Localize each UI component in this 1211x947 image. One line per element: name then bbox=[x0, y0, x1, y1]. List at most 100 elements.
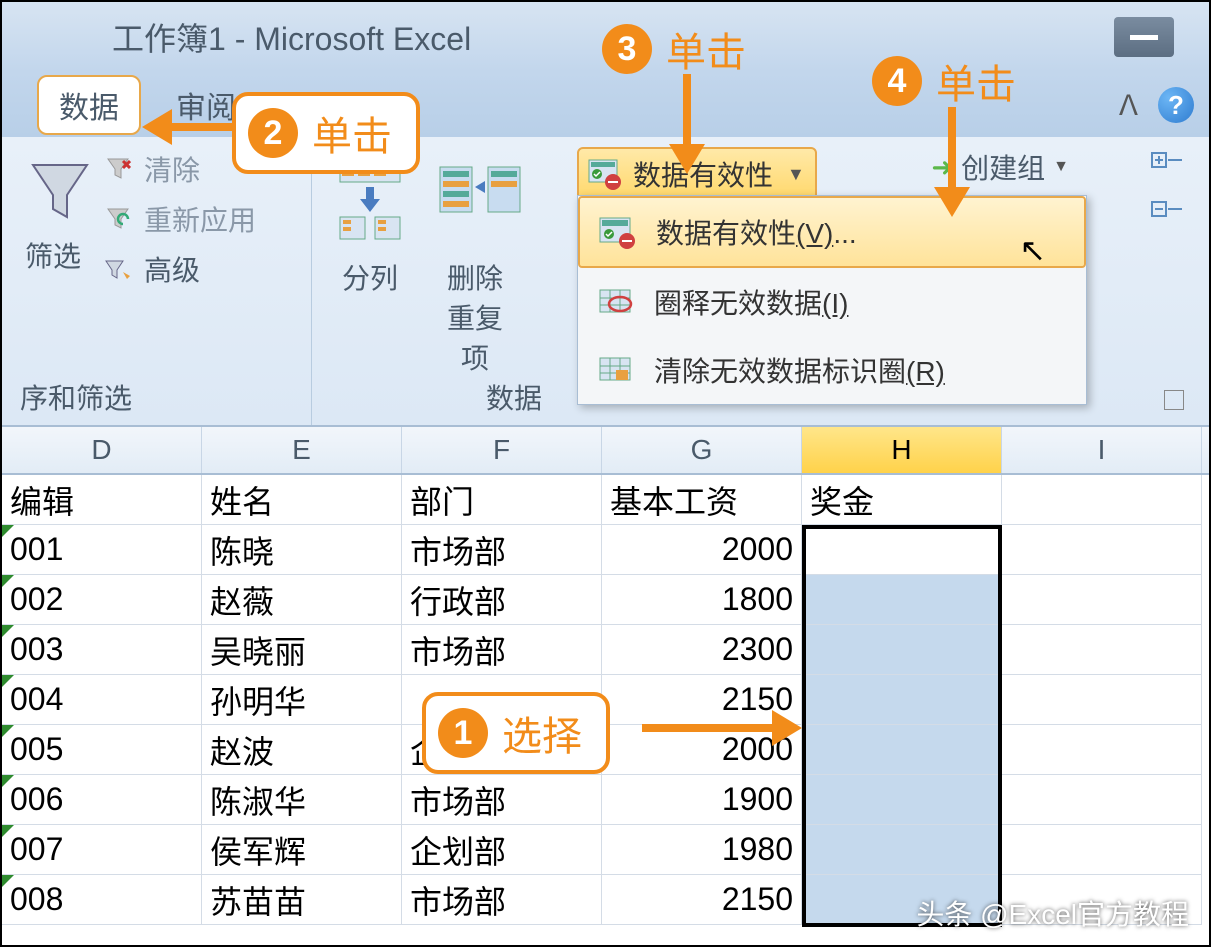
advanced-filter-button[interactable]: 高级 bbox=[102, 249, 256, 289]
table-row: 006陈淑华市场部1900 bbox=[2, 775, 1209, 825]
cell[interactable]: 陈晓 bbox=[202, 525, 402, 575]
cell[interactable]: 1900 bbox=[602, 775, 802, 825]
group-label-sort-filter: 序和筛选 bbox=[2, 377, 311, 417]
col-header-D[interactable]: D bbox=[2, 427, 202, 473]
tab-data[interactable]: 数据 bbox=[37, 75, 141, 135]
cell[interactable]: 编辑 bbox=[2, 475, 202, 525]
callout-2: 2 单击 bbox=[232, 92, 420, 174]
table-row: 002赵薇行政部1800 bbox=[2, 575, 1209, 625]
cell[interactable]: 奖金 bbox=[802, 475, 1002, 525]
cell[interactable]: 陈淑华 bbox=[202, 775, 402, 825]
cell[interactable] bbox=[1002, 475, 1202, 525]
callout-4: 4 单击 bbox=[872, 52, 1016, 110]
remove-duplicates-icon bbox=[435, 157, 515, 247]
cell[interactable]: 004 bbox=[2, 675, 202, 725]
clear-icon bbox=[102, 156, 134, 182]
cell[interactable]: 市场部 bbox=[402, 875, 602, 925]
cell[interactable] bbox=[1002, 775, 1202, 825]
cell[interactable]: 003 bbox=[2, 625, 202, 675]
reapply-filter-button[interactable]: 重新应用 bbox=[102, 199, 256, 239]
col-header-F[interactable]: F bbox=[402, 427, 602, 473]
col-header-I[interactable]: I bbox=[1002, 427, 1202, 473]
minimize-ribbon-icon[interactable]: ᐱ bbox=[1119, 89, 1138, 122]
dropdown-caret-icon: ▼ bbox=[1053, 158, 1069, 176]
window-title: 工作簿1 - Microsoft Excel bbox=[112, 14, 471, 60]
table-header-row: 编辑 姓名 部门 基本工资 奖金 bbox=[2, 475, 1209, 525]
cell[interactable] bbox=[802, 675, 1002, 725]
cursor-icon: ↖ bbox=[1019, 231, 1046, 269]
dropdown-item-circle-invalid[interactable]: 圈释无效数据(I) bbox=[578, 268, 1086, 336]
dropdown-item-label: 清除无效数据标识圈(R) bbox=[654, 350, 945, 390]
cell[interactable] bbox=[802, 775, 1002, 825]
group-sort-filter: 筛选 清除 重新应用 高级 序和筛选 bbox=[2, 137, 312, 425]
column-headers: D E F G H I bbox=[2, 427, 1209, 475]
filter-icon[interactable] bbox=[25, 157, 95, 227]
minimize-button[interactable] bbox=[1114, 17, 1174, 57]
show-detail-icon[interactable] bbox=[1150, 149, 1184, 180]
cell[interactable]: 吴晓丽 bbox=[202, 625, 402, 675]
cell[interactable]: 007 bbox=[2, 825, 202, 875]
cell[interactable] bbox=[802, 725, 1002, 775]
cell[interactable]: 基本工资 bbox=[602, 475, 802, 525]
clear-circles-icon bbox=[596, 352, 636, 388]
table-row: 003吴晓丽市场部2300 bbox=[2, 625, 1209, 675]
cell[interactable]: 006 bbox=[2, 775, 202, 825]
cell[interactable] bbox=[1002, 625, 1202, 675]
cell[interactable] bbox=[1002, 675, 1202, 725]
col-header-H[interactable]: H bbox=[802, 427, 1002, 473]
cell[interactable]: 005 bbox=[2, 725, 202, 775]
cell[interactable]: 赵薇 bbox=[202, 575, 402, 625]
cell[interactable]: 企划部 bbox=[402, 825, 602, 875]
callout-1: 1 选择 bbox=[422, 692, 610, 774]
help-area: ᐱ ? bbox=[1119, 87, 1194, 123]
dropdown-item-clear-circles[interactable]: 清除无效数据标识圈(R) bbox=[578, 336, 1086, 404]
cell[interactable]: 001 bbox=[2, 525, 202, 575]
table-row: 001陈晓市场部2000 bbox=[2, 525, 1209, 575]
cell[interactable]: 孙明华 bbox=[202, 675, 402, 725]
dropdown-item-label: 数据有效性(V)... bbox=[656, 212, 857, 252]
cell[interactable]: 部门 bbox=[402, 475, 602, 525]
cell[interactable] bbox=[802, 825, 1002, 875]
cell[interactable]: 2300 bbox=[602, 625, 802, 675]
ribbon-body: 筛选 清除 重新应用 高级 序和筛选 bbox=[2, 137, 1209, 427]
cell[interactable] bbox=[1002, 575, 1202, 625]
cell[interactable]: 1980 bbox=[602, 825, 802, 875]
cell[interactable]: 008 bbox=[2, 875, 202, 925]
cell[interactable] bbox=[802, 625, 1002, 675]
dropdown-item-label: 圈释无效数据(I) bbox=[654, 282, 848, 322]
text-to-columns-button[interactable]: 分列 bbox=[330, 157, 410, 425]
cell[interactable]: 1800 bbox=[602, 575, 802, 625]
cell[interactable]: 002 bbox=[2, 575, 202, 625]
hide-detail-icon[interactable] bbox=[1150, 198, 1184, 229]
help-icon[interactable]: ? bbox=[1158, 87, 1194, 123]
watermark: 头条 @Excel官方教程 bbox=[916, 893, 1189, 933]
cell[interactable]: 苏苗苗 bbox=[202, 875, 402, 925]
cell[interactable]: 侯军辉 bbox=[202, 825, 402, 875]
cell[interactable] bbox=[1002, 725, 1202, 775]
cell[interactable]: 市场部 bbox=[402, 775, 602, 825]
cell[interactable] bbox=[802, 525, 1002, 575]
cell[interactable] bbox=[1002, 825, 1202, 875]
cell[interactable]: 姓名 bbox=[202, 475, 402, 525]
cell[interactable]: 赵波 bbox=[202, 725, 402, 775]
col-header-E[interactable]: E bbox=[202, 427, 402, 473]
cell[interactable] bbox=[802, 575, 1002, 625]
group-label-data-tools: 数据 bbox=[486, 377, 542, 417]
table-row: 007侯军辉企划部1980 bbox=[2, 825, 1209, 875]
spreadsheet: D E F G H I 编辑 姓名 部门 基本工资 奖金 001陈晓市场部200… bbox=[2, 427, 1209, 925]
group-data-tools: 分列 删除 重复项 数据 bbox=[312, 137, 557, 425]
dropdown-item-data-validation[interactable]: 数据有效性(V)... ↖ bbox=[578, 196, 1086, 268]
dropdown-caret-icon: ▼ bbox=[787, 164, 805, 185]
callout-3: 3 单击 bbox=[602, 20, 746, 78]
cell[interactable]: 行政部 bbox=[402, 575, 602, 625]
dialog-launcher-icon[interactable] bbox=[1164, 390, 1184, 410]
cell[interactable] bbox=[1002, 525, 1202, 575]
filter-options: 清除 重新应用 高级 bbox=[102, 149, 256, 299]
cell[interactable]: 2150 bbox=[602, 875, 802, 925]
cell[interactable]: 2000 bbox=[602, 525, 802, 575]
data-validation-icon bbox=[587, 156, 623, 192]
cell[interactable]: 市场部 bbox=[402, 625, 602, 675]
cell[interactable]: 市场部 bbox=[402, 525, 602, 575]
circle-invalid-icon bbox=[596, 284, 636, 320]
col-header-G[interactable]: G bbox=[602, 427, 802, 473]
